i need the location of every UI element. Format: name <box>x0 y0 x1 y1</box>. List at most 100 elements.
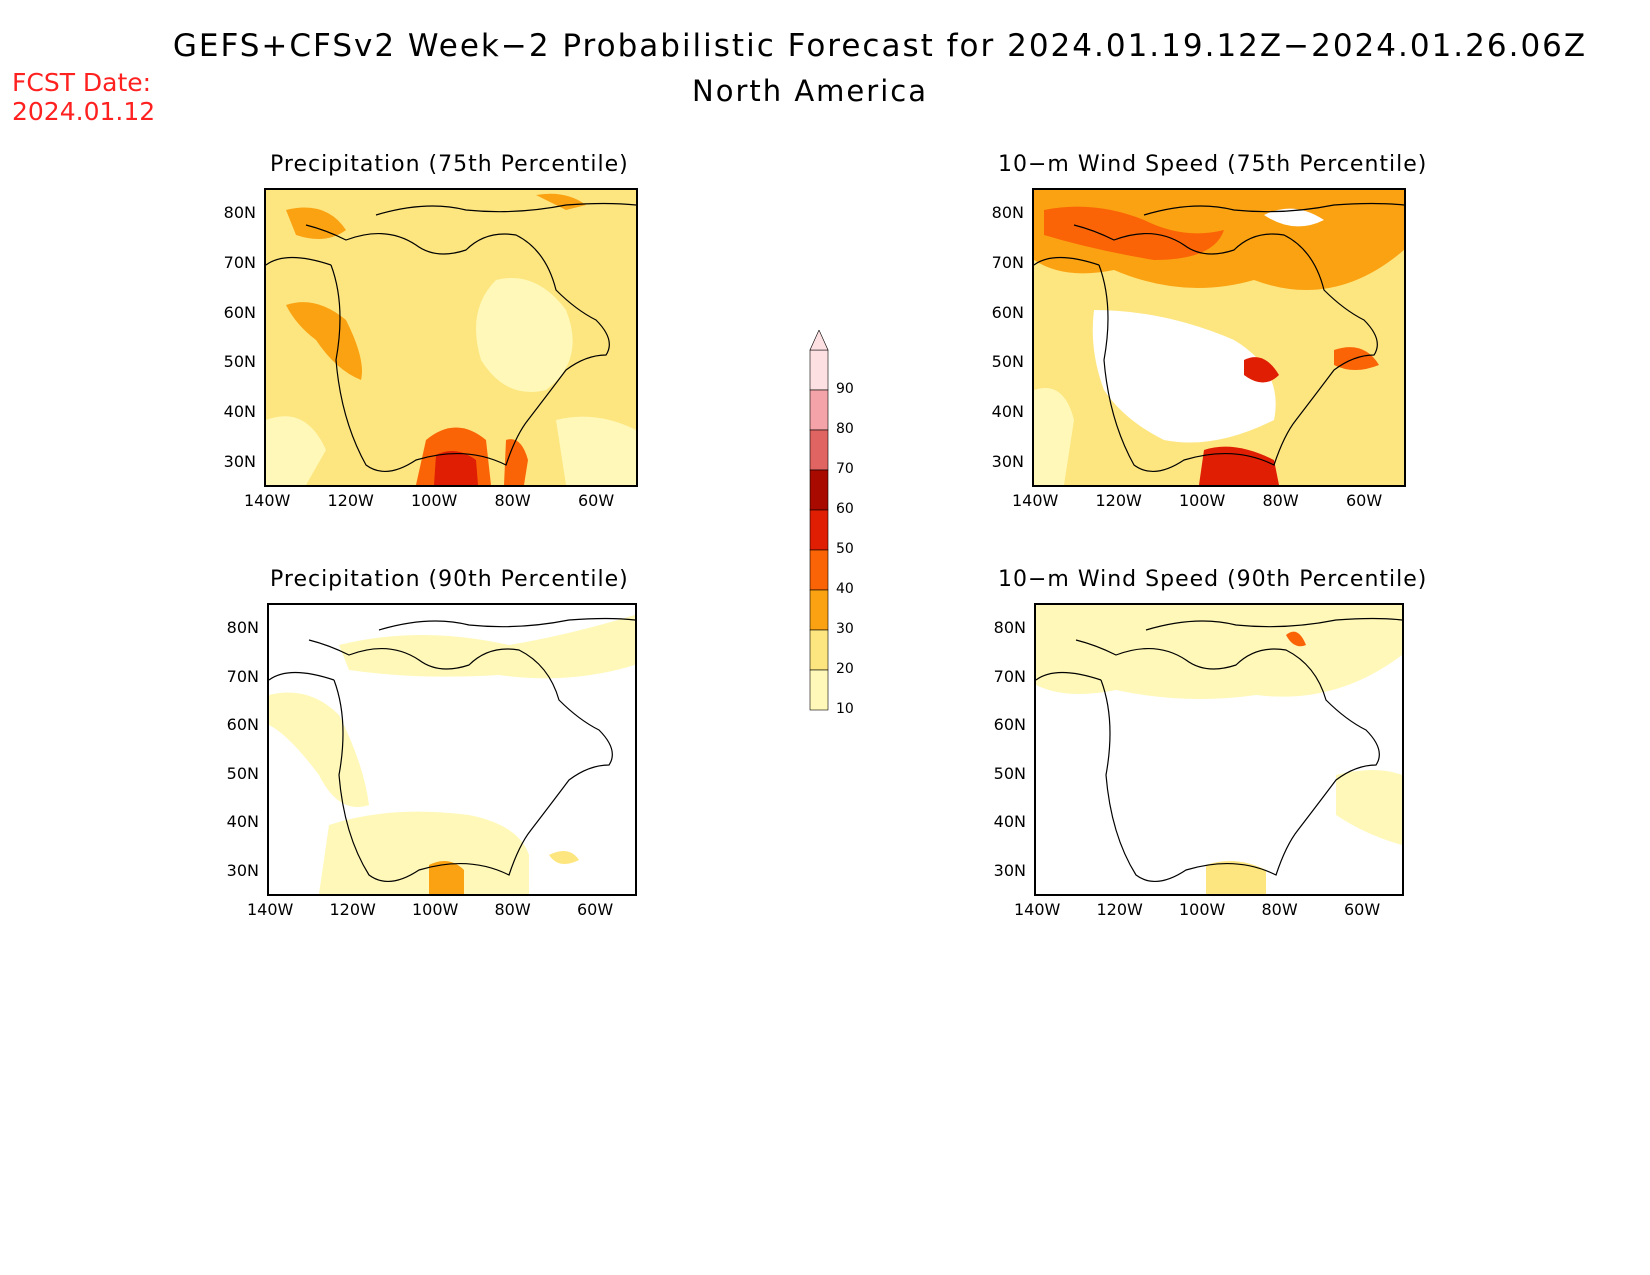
lon-tick-label: 120W <box>329 900 376 919</box>
colorbar-level-label: 80 <box>836 421 854 437</box>
shade-red <box>1244 357 1279 383</box>
shade-light <box>1034 388 1074 485</box>
lat-tick-label: 70N <box>226 666 259 686</box>
lat-tick-label: 60N <box>993 715 1026 735</box>
colorbar-segment <box>809 429 829 471</box>
forecast-date-value: 2024.01.12 <box>12 97 156 126</box>
coastline <box>1036 617 1402 882</box>
shade-red <box>1199 446 1279 485</box>
map-precip-75 <box>264 188 638 487</box>
lon-tick-label: 100W <box>1179 900 1226 919</box>
shade-light <box>1336 770 1402 845</box>
coastline <box>269 617 635 882</box>
lat-tick-label: 60N <box>223 302 256 322</box>
shade-orange <box>429 861 464 894</box>
lat-tick-label: 40N <box>226 812 259 832</box>
lon-tick-label: 120W <box>327 491 374 510</box>
colorbar-svg <box>809 329 829 711</box>
lon-tick-label: 100W <box>411 491 458 510</box>
lat-tick-label: 70N <box>991 252 1024 272</box>
map-wind-75 <box>1032 188 1406 487</box>
lon-tick-label: 140W <box>244 491 291 510</box>
colorbar <box>800 329 840 744</box>
lat-tick-label: 50N <box>223 352 256 372</box>
lat-tick-label: 70N <box>223 252 256 272</box>
lon-tick-label: 120W <box>1095 491 1142 510</box>
colorbar-level-label: 20 <box>836 661 854 677</box>
colorbar-segment <box>809 669 829 711</box>
colorbar-top-cap <box>809 329 829 351</box>
lat-tick-label: 60N <box>991 302 1024 322</box>
lat-tick-label: 40N <box>223 402 256 422</box>
lat-tick-label: 50N <box>993 763 1026 783</box>
lon-tick-label: 60W <box>578 491 615 510</box>
colorbar-segment <box>809 389 829 431</box>
lon-tick-label: 140W <box>1012 491 1059 510</box>
lat-tick-label: 50N <box>991 352 1024 372</box>
colorbar-segment <box>809 469 829 511</box>
shade-light <box>1036 605 1402 699</box>
coastline <box>266 202 636 472</box>
colorbar-level-label: 40 <box>836 581 854 597</box>
shade-orange <box>286 207 346 239</box>
lat-tick-label: 80N <box>223 203 256 222</box>
lon-tick-label: 80W <box>494 900 531 919</box>
colorbar-segment <box>809 349 829 391</box>
lat-tick-label: 30N <box>223 452 256 471</box>
shade-light <box>319 811 529 894</box>
coastline <box>1034 202 1404 472</box>
colorbar-segment <box>809 549 829 591</box>
shade-light <box>266 416 326 485</box>
colorbar-segment <box>809 629 829 671</box>
map-wind-90-svg <box>1036 605 1402 894</box>
lon-tick-label: 80W <box>1262 491 1299 510</box>
colorbar-level-label: 90 <box>836 381 854 397</box>
shade-light <box>556 416 636 485</box>
lon-tick-label: 140W <box>1014 900 1061 919</box>
panel-title-wind-75: 10−m Wind Speed (75th Percentile) <box>998 152 1428 177</box>
colorbar-segment <box>809 589 829 631</box>
lon-tick-label: 120W <box>1096 900 1143 919</box>
map-wind-75-svg <box>1034 190 1404 485</box>
shade-red <box>434 451 478 485</box>
lat-tick-label: 70N <box>993 666 1026 686</box>
colorbar-segment <box>809 509 829 551</box>
colorbar-level-label: 30 <box>836 621 854 637</box>
panel-title-wind-90: 10−m Wind Speed (90th Percentile) <box>998 567 1428 592</box>
shade-white <box>1264 208 1324 227</box>
map-wind-90 <box>1034 603 1404 896</box>
main-title: GEFS+CFSv2 Week−2 Probabilistic Forecast… <box>172 28 1588 64</box>
region-subtitle: North America <box>692 74 928 108</box>
panel-title-precip-75: Precipitation (75th Percentile) <box>270 152 629 177</box>
shade-light <box>476 278 573 392</box>
lat-tick-label: 40N <box>991 402 1024 422</box>
lat-tick-label: 50N <box>226 763 259 783</box>
lon-tick-label: 80W <box>494 491 531 510</box>
map-precip-75-svg <box>266 190 636 485</box>
shade-light <box>269 692 369 807</box>
lat-tick-label: 80N <box>991 203 1024 222</box>
lon-tick-label: 60W <box>1344 900 1381 919</box>
lon-tick-label: 80W <box>1261 900 1298 919</box>
lon-tick-label: 100W <box>412 900 459 919</box>
colorbar-level-label: 70 <box>836 461 854 477</box>
lon-tick-label: 60W <box>577 900 614 919</box>
panel-title-precip-90: Precipitation (90th Percentile) <box>270 567 629 592</box>
shade-orange <box>286 302 362 380</box>
shade-red-orange <box>1044 206 1224 260</box>
lon-tick-label: 140W <box>247 900 294 919</box>
forecast-date-block: FCST Date: 2024.01.12 <box>12 68 155 126</box>
map-precip-90-svg <box>269 605 635 894</box>
lat-tick-label: 60N <box>226 715 259 735</box>
forecast-date-label: FCST Date: <box>12 68 152 97</box>
shade-mid <box>549 851 579 864</box>
lat-tick-label: 30N <box>991 452 1024 471</box>
lat-tick-label: 30N <box>993 861 1026 880</box>
map-precip-90 <box>267 603 637 896</box>
lat-tick-label: 40N <box>993 812 1026 832</box>
colorbar-level-label: 10 <box>836 701 854 717</box>
shade-light <box>339 615 635 679</box>
lon-tick-label: 60W <box>1346 491 1383 510</box>
lon-tick-label: 100W <box>1179 491 1226 510</box>
colorbar-level-label: 60 <box>836 501 854 517</box>
